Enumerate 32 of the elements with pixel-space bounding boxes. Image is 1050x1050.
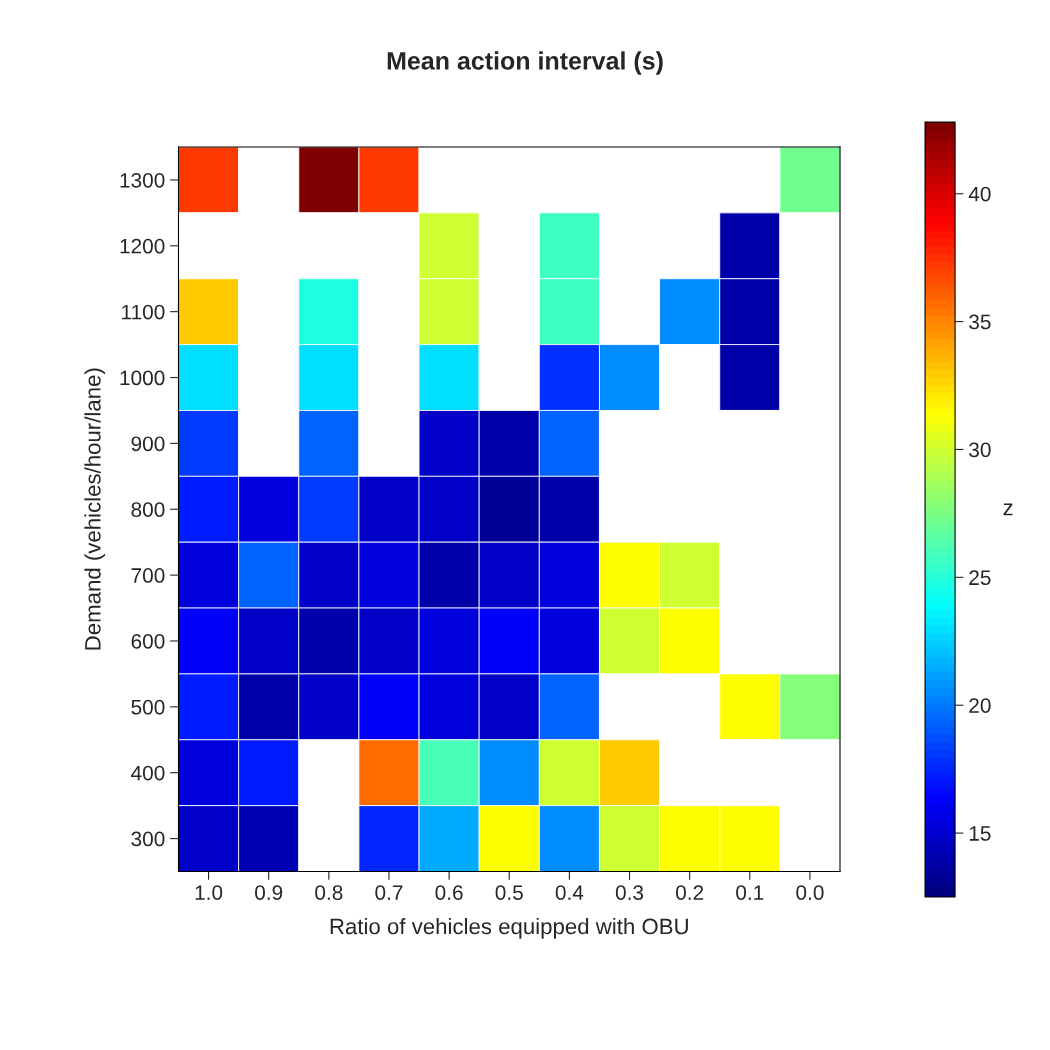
y-tick-label: 1000	[120, 370, 165, 386]
color-bar-label: 30	[969, 442, 991, 458]
y-axis-title: Demand (vehicles/hour/lane)	[84, 368, 106, 650]
y-tick-label: 700	[131, 568, 165, 583]
y-tick-label: 1300	[120, 172, 165, 188]
y-tick-label: 400	[131, 765, 165, 781]
x-tick-label: 0.0	[796, 885, 824, 900]
y-tick-label: 1200	[120, 238, 165, 254]
x-axis-title: Ratio of vehicles equipped with OBU	[330, 918, 688, 939]
y-tick-label: 800	[131, 502, 165, 517]
color-bar-label: 25	[969, 570, 991, 586]
chart-title: Mean action interval (s)	[387, 51, 663, 75]
x-tick-label: 0.6	[435, 885, 463, 900]
y-tick-label: 900	[131, 436, 165, 452]
y-tick-label: 1100	[122, 304, 165, 320]
color-bar-label: 15	[969, 826, 991, 841]
x-tick-label: 0.8	[315, 885, 343, 900]
x-tick-label: 0.7	[375, 885, 403, 900]
x-tick-label: 1.0	[195, 885, 223, 900]
y-tick-label: 600	[131, 633, 165, 649]
x-tick-label: 0.5	[495, 885, 523, 900]
x-tick-label: 0.1	[736, 885, 764, 900]
y-tick-label: 300	[131, 831, 165, 847]
y-tick-label: 500	[131, 699, 165, 715]
x-tick-label: 0.4	[555, 885, 584, 900]
color-bar-label: 40	[968, 186, 991, 202]
color-bar-title: z	[1003, 503, 1013, 516]
color-bar-label: 20	[969, 698, 991, 713]
x-tick-label: 0.2	[675, 885, 704, 900]
color-bar-label: 35	[969, 314, 991, 330]
x-tick-label: 0.9	[255, 885, 283, 900]
x-tick-label: 0.3	[615, 885, 644, 900]
